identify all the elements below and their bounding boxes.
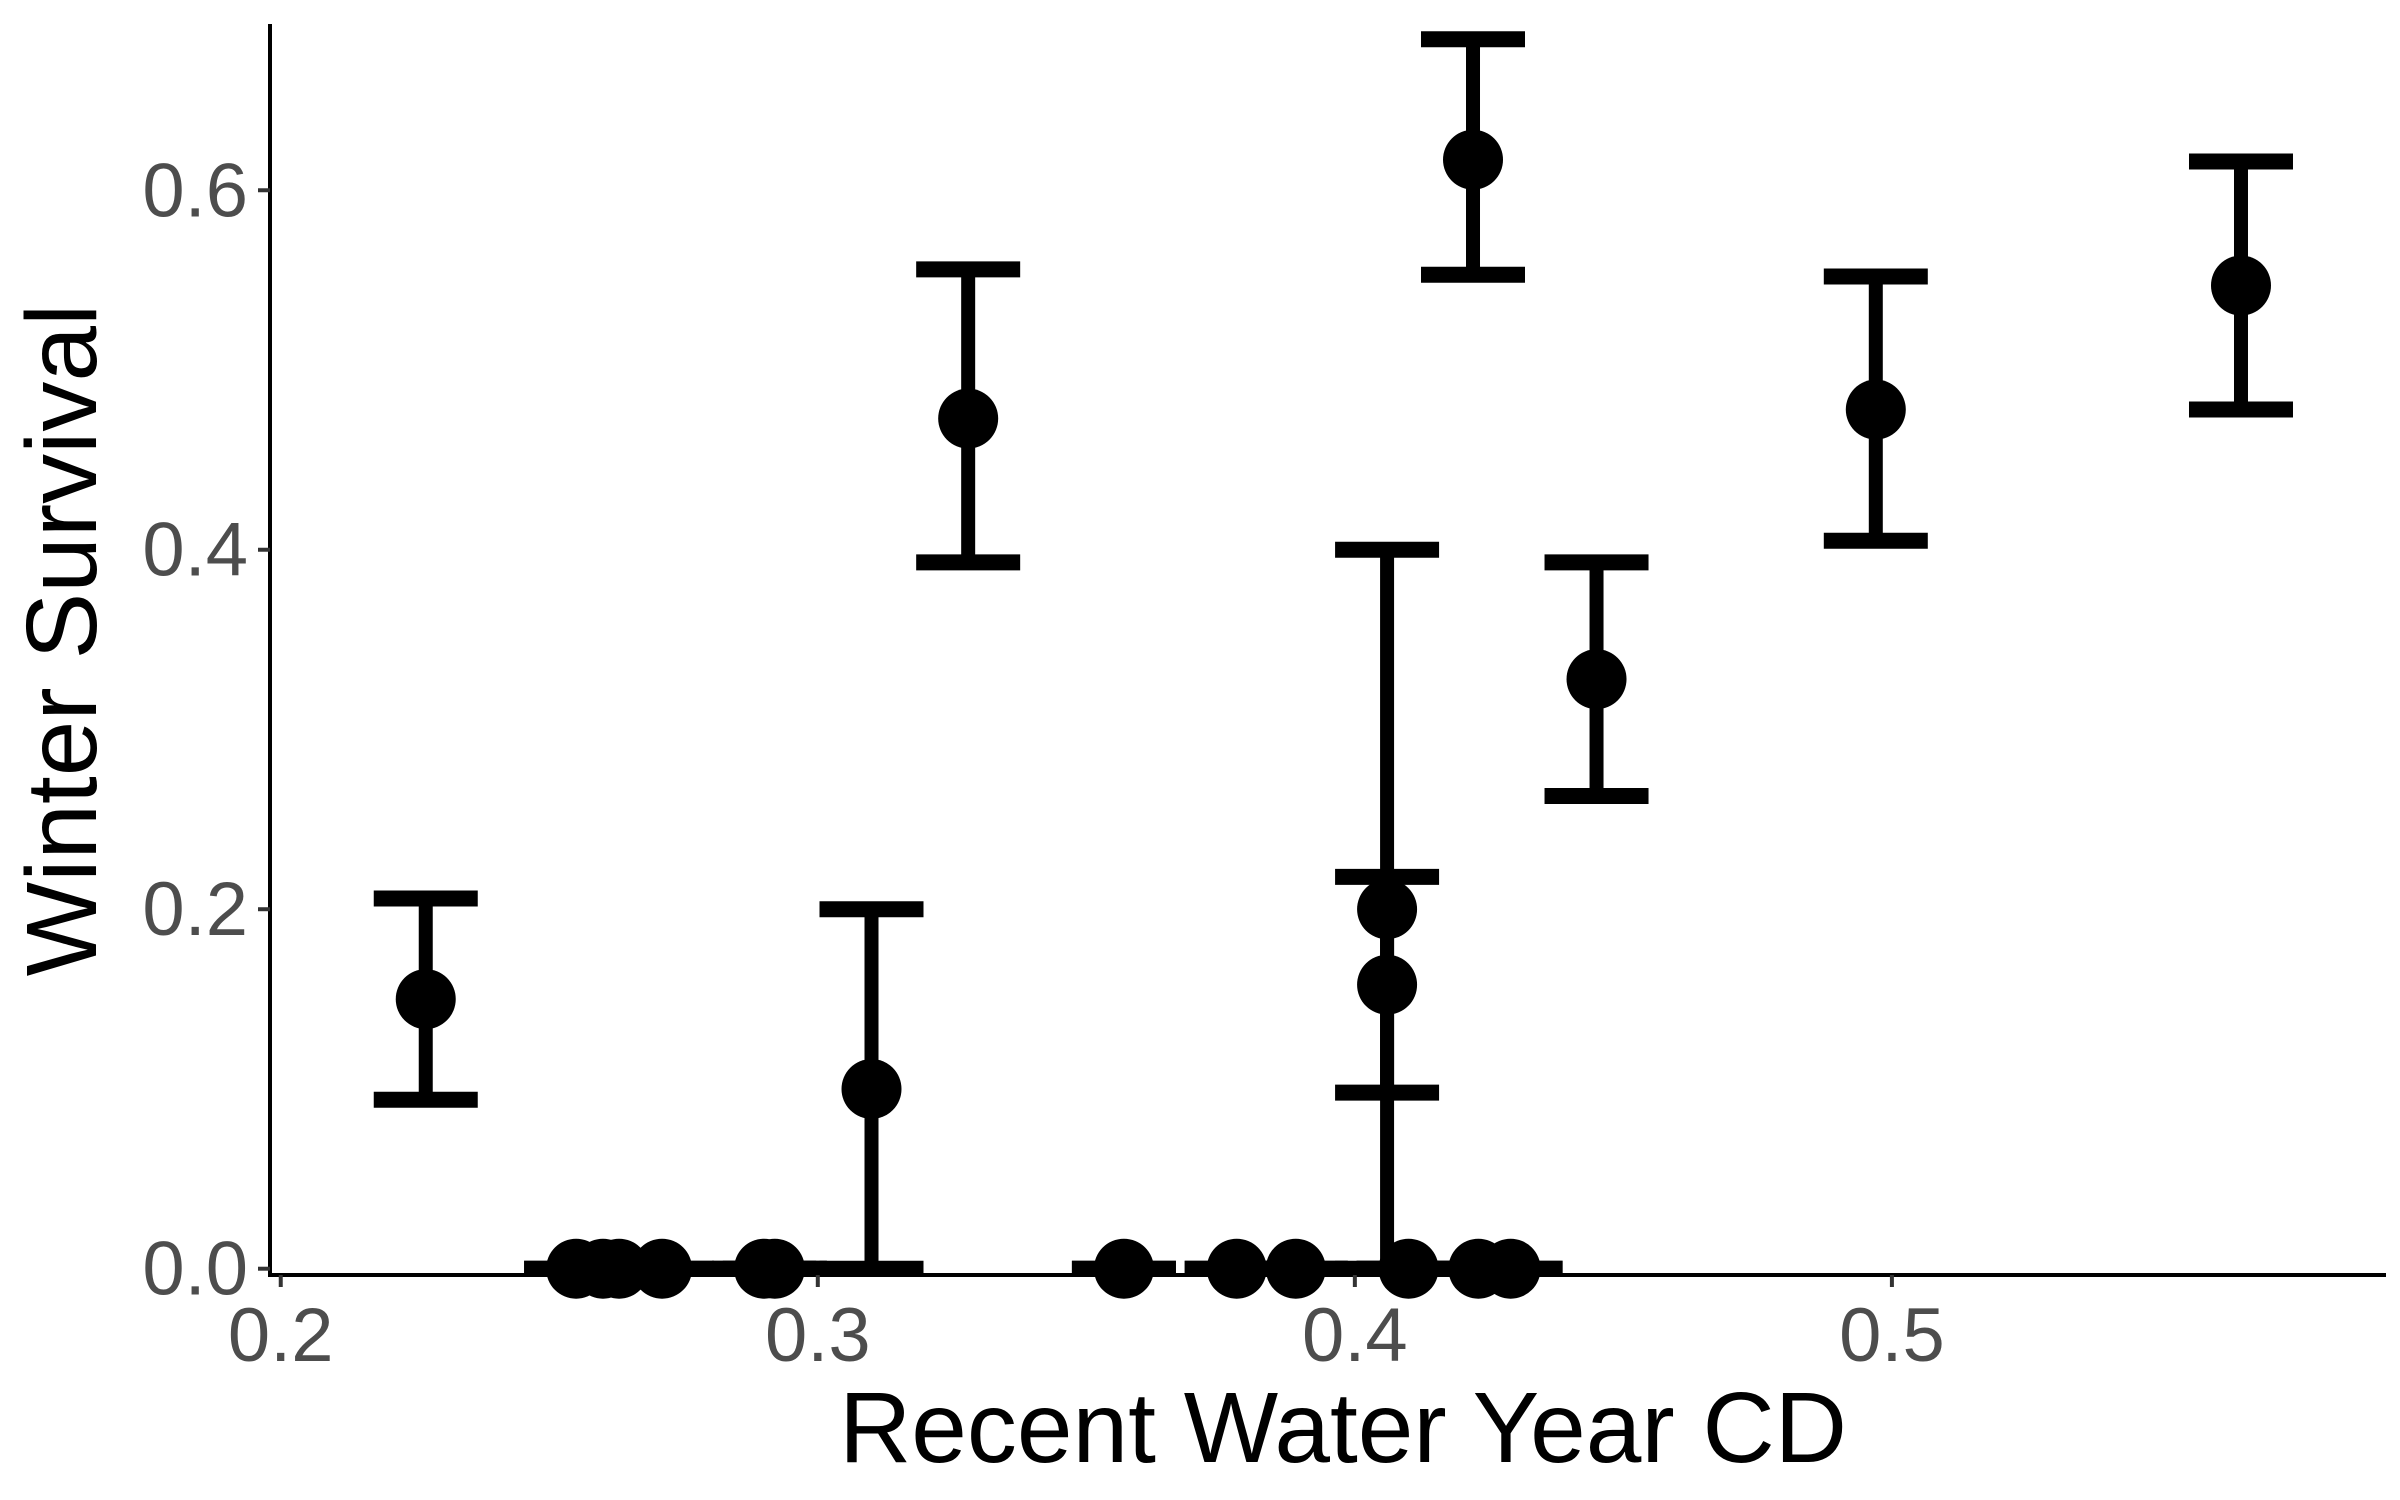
chart-labels: Recent Water Year CD Winter Survival <box>6 304 1847 1484</box>
data-point-group <box>819 901 924 1277</box>
data-point-group <box>1071 1238 1176 1299</box>
x-axis-title: Recent Water Year CD <box>839 1372 1847 1484</box>
data-point <box>632 1238 693 1299</box>
data-point <box>1357 954 1418 1015</box>
data-point <box>1265 1238 1326 1299</box>
data-point <box>1206 1238 1267 1299</box>
data-point-group <box>610 1238 715 1299</box>
data-point <box>1480 1238 1541 1299</box>
y-tick-label: 0.0 <box>142 1227 248 1312</box>
x-tick-label: 0.5 <box>1839 1293 1945 1378</box>
y-tick-label: 0.6 <box>142 148 248 233</box>
x-tick-label: 0.4 <box>1302 1293 1408 1378</box>
data-point-group <box>1421 31 1526 283</box>
y-tick-label: 0.4 <box>142 508 248 593</box>
data-point-group <box>373 890 478 1108</box>
data-point-group <box>1458 1238 1563 1299</box>
chart-axes: 0.2 0.3 0.4 0.50.00.20.40.6 <box>142 24 2386 1378</box>
x-tick-label: 0.3 <box>765 1293 871 1378</box>
data-point-group <box>1335 868 1440 1101</box>
data-point <box>1093 1238 1154 1299</box>
data-point-group <box>1243 1238 1348 1299</box>
data-point <box>841 1058 902 1119</box>
data-point <box>744 1238 805 1299</box>
data-point <box>1443 129 1504 190</box>
y-axis-title: Winter Survival <box>6 304 118 976</box>
data-point-group <box>2188 153 2293 418</box>
data-point-group <box>916 261 1021 571</box>
chart-marks <box>373 31 2293 1299</box>
data-point <box>938 388 999 449</box>
data-point <box>1845 379 1906 440</box>
data-point <box>2210 255 2271 316</box>
data-point-group <box>1544 554 1649 804</box>
data-point <box>395 969 456 1030</box>
data-point-group <box>1823 268 1928 549</box>
data-point <box>1378 1238 1439 1299</box>
x-tick-label: 0.2 <box>228 1293 334 1378</box>
data-point <box>1566 649 1627 710</box>
y-tick-label: 0.2 <box>142 867 248 952</box>
data-point-group <box>722 1238 827 1299</box>
